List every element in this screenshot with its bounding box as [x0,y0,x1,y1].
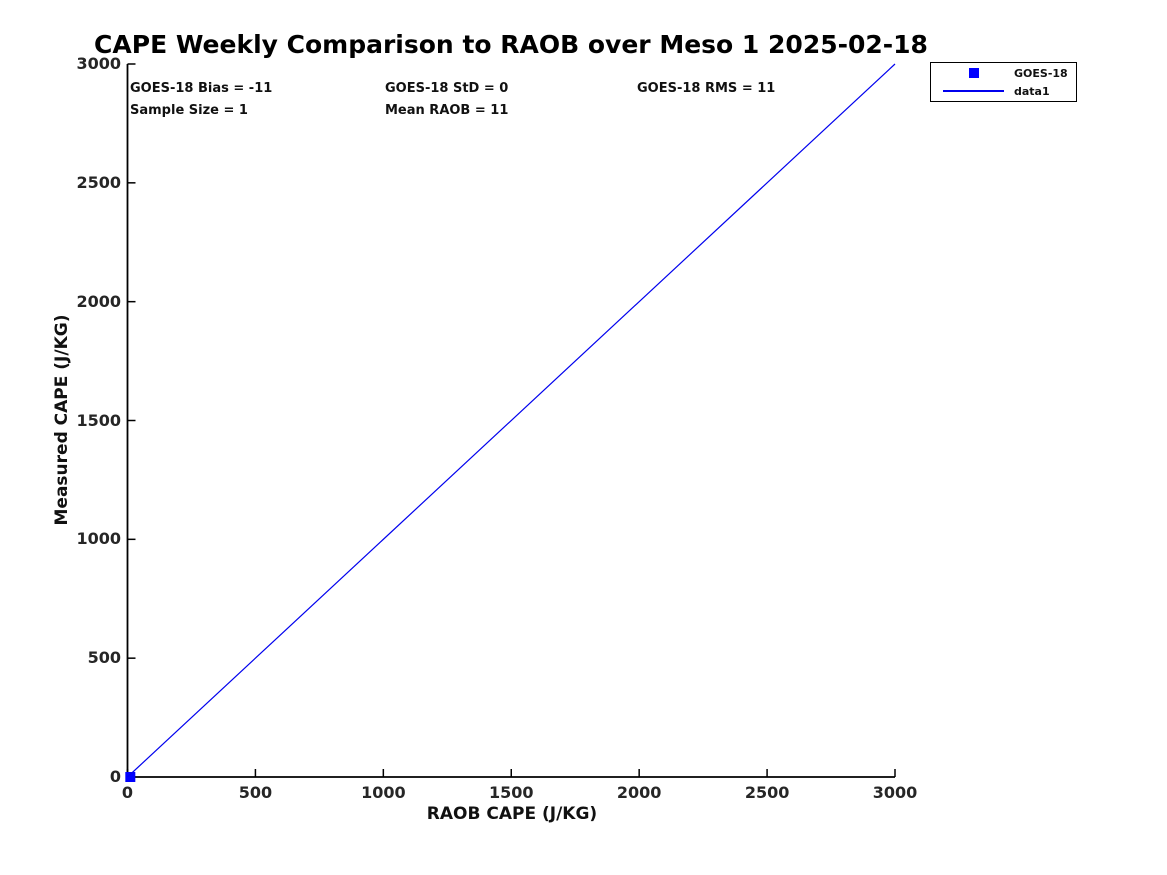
y-tick-label: 1500 [76,410,121,430]
x-tick-label: 1500 [488,783,534,802]
x-tick-label: 1000 [361,783,406,802]
data-point-marker-goes-18 [125,772,136,782]
y-tick-label: 3000 [76,54,121,73]
y-axis-label: Measured CAPE (J/KG) [52,314,72,526]
stat-bias: GOES-18 Bias = -11 [130,81,273,96]
x-axis-label: RAOB CAPE (J/KG) [426,804,598,824]
legend-entry-data1: data1 [931,83,1076,99]
stat-rms: GOES-18 RMS = 11 [637,81,776,96]
stat-sample: Sample Size = 1 [130,103,248,118]
legend-label: GOES-18 [1014,66,1068,80]
line-swatch [943,90,1004,92]
y-tick-label: 500 [87,648,121,668]
legend-label: data1 [1014,84,1050,98]
y-tick-label: 1000 [76,529,121,549]
y-tick-label: 2000 [76,291,121,311]
chart-title: CAPE Weekly Comparison to RAOB over Meso… [94,30,928,59]
stat-mean-raob: Mean RAOB = 11 [385,103,509,118]
legend-entry-goes-18: GOES-18 [931,65,1076,81]
legend-square-marker-icon [943,68,1004,78]
y-tick-label: 2500 [76,172,121,192]
x-tick-label: 0 [121,783,134,802]
marker-swatch [968,68,979,78]
stat-std: GOES-18 StD = 0 [385,81,509,96]
legend-box: GOES-18 data1 [930,62,1077,102]
legend-line-icon [943,90,1004,92]
x-tick-label: 3000 [872,783,918,802]
x-tick-label: 500 [238,783,273,802]
x-tick-label: 2000 [616,783,662,802]
y-tick-label: 0 [109,767,121,786]
series-line-data1 [127,63,896,778]
x-tick-label: 2500 [744,783,790,802]
